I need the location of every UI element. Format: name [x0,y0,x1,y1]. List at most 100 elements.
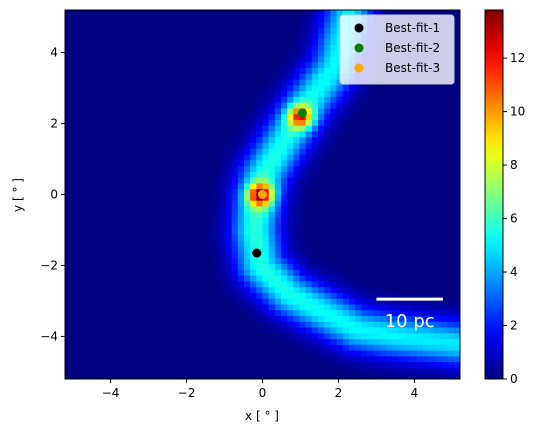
heatmap-cell [250,171,257,178]
heatmap-cell [293,280,300,288]
heatmap-cell [293,315,300,322]
heatmap-cell [262,102,270,109]
heatmap-cell [367,304,374,311]
heatmap-cell [379,309,387,316]
heatmap-cell [422,361,430,368]
heatmap-cell [311,96,319,103]
heatmap-cell [355,298,362,305]
heatmap-cell [231,229,239,236]
heatmap-cell [342,275,350,282]
heatmap-cell [287,280,294,288]
heatmap-cell [422,355,430,363]
heatmap-cell [392,355,399,363]
heatmap-cell [348,355,356,363]
heatmap-cell [213,223,220,230]
heatmap-cell [219,275,226,282]
heatmap-cell [299,33,307,40]
heatmap-cell [318,79,325,86]
heatmap-cell [348,332,356,340]
heatmap-cell [392,367,399,374]
heatmap-cell [237,229,245,236]
heatmap-cell [213,182,220,190]
heatmap-cell [330,327,337,334]
heatmap-cell [318,315,325,322]
heatmap-cell [318,154,325,161]
heatmap-cell [293,131,300,138]
heatmap-cell [392,10,399,17]
heatmap-cell [206,206,214,213]
heatmap-cell [287,79,294,86]
heatmap-cell [231,154,239,161]
heatmap-cell [318,280,325,288]
heatmap-cell [243,177,251,184]
heatmap-cell [299,200,307,207]
heatmap-cell [416,298,424,305]
heatmap-cell [274,200,282,207]
heatmap-cell [299,269,307,276]
heatmap-cell [410,315,418,322]
heatmap-cell [330,304,337,311]
heatmap-cell [293,136,300,144]
heatmap-cell [274,223,282,230]
heatmap-cell [268,113,276,120]
heatmap-cell [305,102,313,109]
heatmap-cell [447,298,455,305]
heatmap-cell [305,84,313,92]
heatmap-cell [311,286,319,293]
heatmap-cell [219,229,226,236]
heatmap-cell [305,327,313,334]
heatmap-cell [355,367,362,374]
heatmap-cell [281,229,288,236]
heatmap-cell [318,44,325,51]
heatmap-cell [268,304,276,311]
heatmap-cell [287,61,294,69]
heatmap-cell [287,240,294,247]
heatmap-cell [404,355,412,363]
heatmap-cell [281,119,288,126]
heatmap-cell [231,217,239,224]
heatmap-cell [373,298,381,305]
heatmap-cell [287,125,294,132]
heatmap-cell [422,344,430,351]
heatmap-cell [299,90,307,97]
heatmap-cell [256,234,263,242]
heatmap-cell [225,246,233,253]
heatmap-cell [262,280,270,288]
heatmap-cell [336,84,344,92]
heatmap-cell [299,44,307,51]
heatmap-cell [293,38,300,45]
heatmap-cell [311,56,319,63]
heatmap-cell [435,344,442,351]
heatmap-cell [361,298,368,305]
heatmap-cell [348,96,356,103]
heatmap-cell [330,108,337,115]
heatmap-cell [422,332,430,340]
colorbar-tick-label: 4 [510,265,518,279]
heatmap-cell [336,344,344,351]
heatmap-cell [281,240,288,247]
heatmap-cell [287,84,294,92]
heatmap-cell [262,148,270,155]
heatmap-cell [262,275,270,282]
heatmap-cell [336,304,344,311]
heatmap-cell [324,280,331,288]
heatmap-cell [318,33,325,40]
heatmap-cell [367,321,374,328]
heatmap-cell [262,286,270,293]
heatmap-cell [268,154,276,161]
heatmap-cell [441,373,449,380]
heatmap-cell [274,286,282,293]
heatmap-cell [274,332,282,340]
heatmap-cell [206,217,214,224]
x-tick-label: −4 [102,386,120,400]
heatmap-cell [324,321,331,328]
heatmap-cell [311,171,319,178]
heatmap-cell [256,217,263,224]
heatmap-cell [237,119,245,126]
heatmap-cell [219,240,226,247]
heatmap-cell [268,217,276,224]
heatmap-cell [416,327,424,334]
heatmap-cell [311,275,319,282]
heatmap-cell [256,304,263,311]
heatmap-cell [305,165,313,172]
